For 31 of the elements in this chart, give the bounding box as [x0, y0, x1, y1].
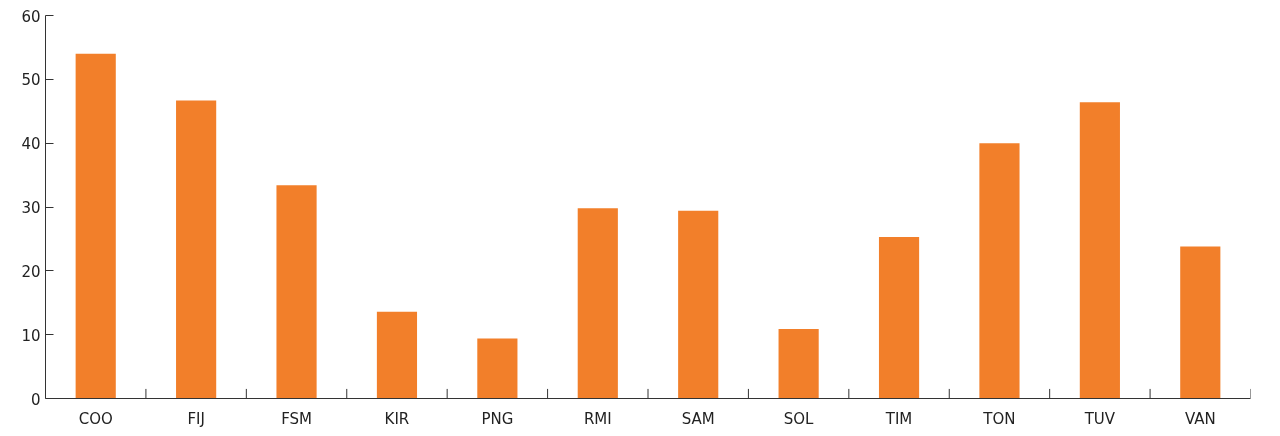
x-tick-label: KIR — [384, 409, 410, 428]
x-tick-label: TIM — [884, 409, 913, 428]
bar — [778, 328, 819, 399]
y-tick-label: 40 — [21, 135, 41, 154]
bar — [176, 100, 217, 399]
x-tick-label: FIJ — [187, 409, 205, 428]
bar — [276, 185, 317, 399]
bar — [878, 237, 920, 399]
y-tick-label: 20 — [21, 262, 41, 281]
x-tick-label: RMI — [583, 409, 612, 428]
x-tick-label: TON — [982, 409, 1016, 428]
x-tick-label: VAN — [1184, 409, 1216, 428]
bar — [678, 210, 719, 399]
bar — [979, 143, 1020, 399]
bar — [1180, 246, 1221, 399]
x-tick-label: SOL — [783, 409, 815, 428]
bar — [75, 53, 116, 399]
bar — [577, 208, 618, 399]
x-tick-label: COO — [78, 409, 113, 428]
x-tick-label: SAM — [681, 409, 715, 428]
y-tick-label: 60 — [21, 7, 41, 26]
y-tick-label: 0 — [30, 390, 41, 409]
x-tick-label: PNG — [481, 409, 514, 428]
bar — [376, 311, 418, 399]
y-tick-label: 10 — [21, 326, 41, 345]
y-tick-label: 30 — [21, 199, 41, 217]
y-tick-label: 50 — [21, 71, 41, 90]
bar — [1079, 102, 1120, 399]
x-tick-label: FSM — [281, 409, 312, 428]
x-tick-label: TUV — [1083, 409, 1116, 428]
bar — [477, 338, 518, 399]
